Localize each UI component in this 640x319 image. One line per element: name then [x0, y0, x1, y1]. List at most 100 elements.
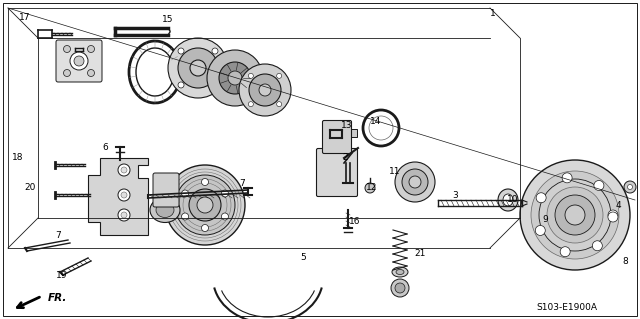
Text: 1: 1: [490, 9, 496, 18]
Circle shape: [535, 226, 545, 235]
Ellipse shape: [498, 189, 518, 211]
Text: 7: 7: [239, 179, 245, 188]
Circle shape: [118, 209, 130, 221]
Circle shape: [391, 279, 409, 297]
Circle shape: [118, 164, 130, 176]
Text: 12: 12: [366, 183, 378, 192]
Circle shape: [276, 102, 282, 107]
Circle shape: [248, 102, 253, 107]
Circle shape: [565, 205, 585, 225]
Text: S103-E1900A: S103-E1900A: [536, 303, 598, 313]
Circle shape: [88, 46, 95, 53]
Circle shape: [121, 212, 127, 218]
Text: 8: 8: [622, 257, 628, 266]
Text: 16: 16: [349, 218, 361, 226]
Circle shape: [168, 38, 228, 98]
Text: 19: 19: [56, 271, 68, 279]
Circle shape: [221, 190, 228, 197]
Circle shape: [182, 213, 189, 220]
Polygon shape: [88, 158, 148, 235]
Circle shape: [624, 181, 636, 193]
Circle shape: [239, 64, 291, 116]
Text: 2: 2: [342, 153, 348, 162]
Text: 10: 10: [508, 196, 519, 204]
Text: 14: 14: [371, 117, 381, 127]
Ellipse shape: [392, 267, 408, 277]
Circle shape: [175, 175, 235, 235]
Circle shape: [395, 162, 435, 202]
Circle shape: [121, 192, 127, 198]
Text: FR.: FR.: [48, 293, 67, 303]
Text: 9: 9: [542, 216, 548, 225]
Text: 20: 20: [24, 183, 36, 192]
Text: 11: 11: [389, 167, 401, 176]
Circle shape: [202, 225, 209, 232]
Circle shape: [608, 212, 618, 222]
Circle shape: [190, 60, 206, 76]
Circle shape: [593, 241, 602, 251]
Circle shape: [531, 204, 549, 222]
Circle shape: [276, 73, 282, 78]
Circle shape: [88, 70, 95, 77]
Bar: [349, 129, 357, 137]
Circle shape: [402, 169, 428, 195]
Text: 18: 18: [12, 153, 24, 162]
Circle shape: [212, 82, 218, 88]
Text: 4: 4: [615, 201, 621, 210]
Circle shape: [524, 197, 556, 229]
Circle shape: [118, 189, 130, 201]
Circle shape: [178, 82, 184, 88]
Circle shape: [539, 179, 611, 251]
Circle shape: [531, 171, 619, 259]
FancyBboxPatch shape: [317, 149, 358, 197]
Circle shape: [555, 195, 595, 235]
Ellipse shape: [156, 203, 174, 218]
Ellipse shape: [396, 270, 404, 275]
Circle shape: [594, 181, 604, 190]
Ellipse shape: [503, 194, 513, 206]
Circle shape: [520, 160, 630, 270]
Circle shape: [627, 184, 632, 189]
Circle shape: [228, 71, 242, 85]
Circle shape: [189, 189, 221, 221]
Circle shape: [63, 46, 70, 53]
Circle shape: [249, 74, 281, 106]
FancyBboxPatch shape: [323, 121, 351, 153]
Circle shape: [178, 48, 184, 54]
FancyBboxPatch shape: [153, 173, 179, 207]
Circle shape: [219, 62, 251, 94]
Circle shape: [608, 210, 618, 220]
Circle shape: [536, 193, 546, 203]
Circle shape: [197, 197, 213, 213]
Circle shape: [182, 190, 189, 197]
Circle shape: [560, 247, 570, 257]
Ellipse shape: [150, 197, 180, 222]
Text: 13: 13: [341, 121, 353, 130]
Circle shape: [536, 209, 544, 217]
Circle shape: [70, 52, 88, 70]
Text: 15: 15: [163, 16, 173, 25]
Circle shape: [212, 48, 218, 54]
Circle shape: [562, 173, 572, 183]
Circle shape: [202, 179, 209, 186]
Text: 6: 6: [102, 144, 108, 152]
Text: 3: 3: [452, 191, 458, 201]
Circle shape: [63, 70, 70, 77]
Circle shape: [248, 73, 253, 78]
Circle shape: [178, 48, 218, 88]
Circle shape: [221, 213, 228, 220]
Circle shape: [259, 84, 271, 96]
Circle shape: [74, 56, 84, 66]
FancyBboxPatch shape: [56, 40, 102, 82]
Text: 17: 17: [19, 13, 31, 23]
Circle shape: [207, 50, 263, 106]
Circle shape: [365, 183, 375, 193]
Text: 21: 21: [414, 249, 426, 257]
Circle shape: [165, 165, 245, 245]
Circle shape: [409, 176, 421, 188]
Text: 7: 7: [55, 231, 61, 240]
Circle shape: [547, 187, 603, 243]
Circle shape: [395, 283, 405, 293]
Text: 5: 5: [300, 254, 306, 263]
Circle shape: [121, 167, 127, 173]
